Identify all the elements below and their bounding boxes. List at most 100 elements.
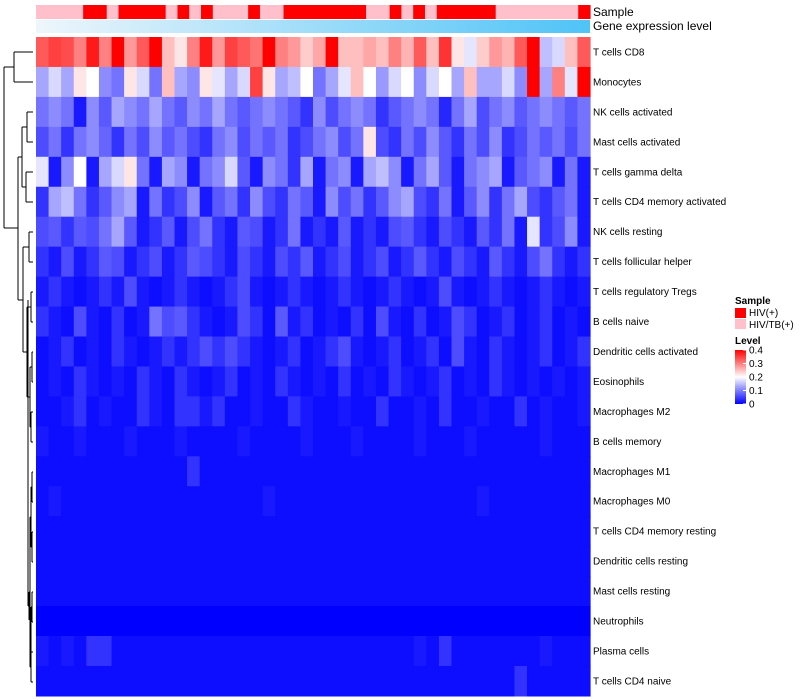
heatmap-cell [287, 396, 302, 427]
heatmap-cell [250, 96, 264, 128]
heatmap-cell [338, 456, 352, 487]
heatmap-cell [98, 156, 113, 188]
heatmap-cell [224, 486, 239, 517]
heatmap-cell [438, 366, 453, 397]
heatmap-cell [174, 516, 188, 547]
heatmap-cell [552, 456, 566, 487]
heatmap-cell [388, 276, 402, 308]
heatmap-cell [564, 426, 579, 457]
heatmap-cell [149, 37, 163, 68]
heatmap-cell [464, 276, 478, 308]
heatmap-cell [149, 126, 163, 158]
heatmap-cell [287, 126, 302, 158]
heatmap-cell [388, 366, 402, 397]
heatmap-cell [199, 276, 213, 308]
heatmap-cell [438, 636, 453, 667]
heatmap-cell [161, 576, 176, 607]
sample-annotation-cell [401, 5, 414, 19]
row-label: Plasma cells [593, 646, 649, 657]
heatmap-cell [501, 306, 516, 338]
heatmap-cell [451, 96, 465, 128]
heatmap-cell [300, 456, 314, 487]
legend-level-tick-label: 0.2 [749, 373, 763, 384]
heatmap-cell [300, 126, 314, 158]
heatmap-cell [73, 186, 87, 218]
heatmap-cell [174, 426, 188, 457]
heatmap-cell [388, 126, 402, 158]
heatmap-cell [275, 276, 289, 308]
heatmap-cell [161, 66, 176, 98]
heatmap-cell [338, 216, 352, 248]
heatmap-cell [161, 396, 176, 427]
heatmap-cell [375, 516, 390, 547]
heatmap-cell [501, 276, 516, 308]
heatmap-cell [338, 186, 352, 218]
heatmap-cell [338, 276, 352, 308]
heatmap-cell [212, 396, 226, 427]
heatmap-cell [237, 96, 251, 128]
sample-annotation-cell [342, 5, 355, 19]
heatmap-cell [124, 606, 138, 637]
heatmap-cell [212, 426, 226, 457]
heatmap-cell [111, 246, 125, 278]
legend-label-hiv: HIV(+) [749, 308, 778, 319]
heatmap-cell [514, 306, 528, 338]
heatmap-cell [149, 246, 163, 278]
heatmap-cell [250, 486, 264, 517]
sample-annotation-cell [177, 5, 190, 19]
heatmap-cell [401, 486, 415, 517]
sample-track-label: Sample [593, 5, 634, 19]
heatmap-cell [451, 426, 465, 457]
heatmap-cell [124, 576, 138, 607]
heatmap-cell [338, 126, 352, 158]
heatmap-cell [124, 37, 138, 68]
heatmap-cell [363, 216, 377, 248]
heatmap-cell [73, 486, 87, 517]
heatmap-cell [98, 246, 113, 278]
heatmap-cell [61, 276, 75, 308]
heatmap-cell [527, 336, 541, 368]
heatmap-cell [237, 606, 251, 637]
heatmap-cell [237, 665, 251, 697]
heatmap-cell [287, 37, 302, 68]
heatmap-cell [61, 126, 75, 158]
heatmap-cell [501, 396, 516, 427]
heatmap-cell [363, 37, 377, 68]
heatmap-cell [564, 576, 579, 607]
heatmap-cell [73, 636, 87, 667]
heatmap-cell [161, 96, 176, 128]
heatmap-cell [237, 576, 251, 607]
heatmap-cell [514, 336, 528, 368]
heatmap-cell [300, 486, 314, 517]
heatmap-cell [464, 336, 478, 368]
heatmap-cell [426, 576, 440, 607]
heatmap-cell [250, 276, 264, 308]
heatmap-cell [86, 37, 100, 68]
heatmap-cell [350, 66, 364, 98]
heatmap-cell [527, 246, 541, 278]
heatmap-cell [98, 516, 113, 547]
heatmap-cell [552, 336, 566, 368]
heatmap-cell [476, 576, 490, 607]
heatmap-cell [464, 576, 478, 607]
heatmap-cell [237, 636, 251, 667]
heatmap-cell [313, 366, 327, 397]
heatmap-cell [187, 306, 201, 338]
heatmap-cell [552, 636, 566, 667]
heatmap-cell [401, 126, 415, 158]
heatmap-cell [539, 396, 553, 427]
heatmap-cell [237, 276, 251, 308]
heatmap-cell [174, 126, 188, 158]
heatmap-cell [212, 246, 226, 278]
heatmap-cell [489, 516, 503, 547]
sample-annotation-cell [224, 5, 237, 19]
heatmap-cell [451, 216, 465, 248]
heatmap-cell [36, 216, 50, 248]
heatmap-cell [527, 306, 541, 338]
row-label: T cells gamma delta [593, 167, 683, 178]
heatmap-cell [552, 426, 566, 457]
heatmap-cell [401, 246, 415, 278]
heatmap-cell [199, 246, 213, 278]
heatmap-cell [111, 366, 125, 397]
heatmap-cell [48, 186, 62, 218]
